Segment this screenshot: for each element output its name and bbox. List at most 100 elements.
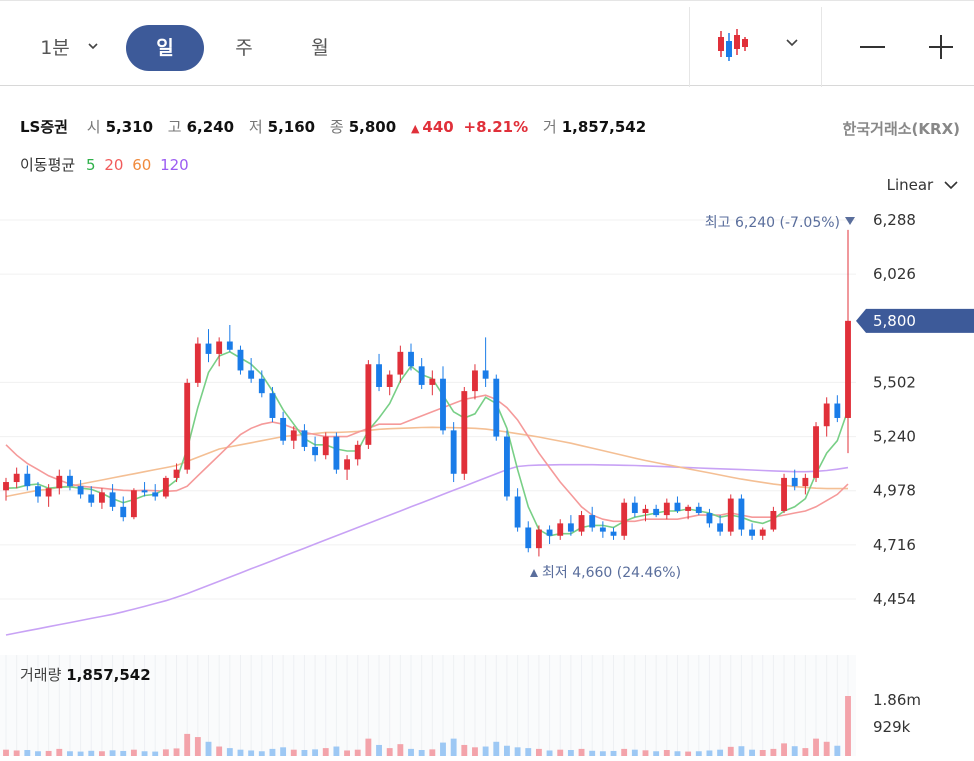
volume-bar xyxy=(216,746,223,756)
volume-bar xyxy=(35,751,41,756)
volume-bar xyxy=(258,751,265,756)
volume-bar xyxy=(45,750,52,756)
candle-body xyxy=(429,378,436,385)
ma120-line xyxy=(5,463,849,636)
volume-bar xyxy=(365,738,372,756)
price-chart[interactable]: 최고 6,240 (-7.05%) 최저 4,660 (24.46%) 6,288 6… xyxy=(0,200,974,761)
scale-mode-dropdown[interactable]: Linear xyxy=(887,176,958,194)
volume-bar xyxy=(749,749,756,756)
volume-bar xyxy=(386,748,393,756)
volume-bar xyxy=(162,749,169,756)
volume-label: 거 xyxy=(542,118,557,136)
candle-body xyxy=(408,351,414,367)
volume-bar xyxy=(173,748,180,756)
candle-body xyxy=(813,426,819,478)
close-label: 종 xyxy=(329,118,344,136)
volume-bar xyxy=(312,749,319,756)
candle-body xyxy=(237,349,244,371)
volume-bar xyxy=(813,738,819,756)
candle-body xyxy=(226,341,233,350)
volume-bar xyxy=(354,749,361,756)
volume-bar xyxy=(493,741,500,756)
candle-body xyxy=(120,506,127,518)
candle-body xyxy=(738,498,745,530)
volume-bar xyxy=(514,747,521,756)
volume-bar xyxy=(322,748,329,756)
candle-body xyxy=(717,523,724,532)
candle-body xyxy=(35,486,41,497)
toolbar-divider xyxy=(821,7,822,87)
plus-icon xyxy=(929,35,953,59)
price-tick-label: 4,454 xyxy=(873,590,916,608)
volume-bar xyxy=(599,751,606,756)
volume-bar xyxy=(109,750,116,756)
candle-body xyxy=(706,513,713,524)
candle-body xyxy=(845,320,851,418)
period-month-tab[interactable]: 월 xyxy=(311,37,329,59)
candle-body xyxy=(173,469,180,478)
candle-body xyxy=(365,364,372,445)
candle-body xyxy=(759,529,766,536)
zoom-in-button[interactable] xyxy=(921,27,961,67)
candle-body xyxy=(205,343,212,354)
volume-bar xyxy=(557,749,564,756)
candle-body xyxy=(685,506,692,511)
quote-summary: LS증권 시 5,310 고 6,240 저 5,160 종 5,800 ▲ 440 +8… xyxy=(20,116,656,138)
volume-bar xyxy=(418,750,425,756)
candle-body xyxy=(802,477,809,487)
candle-body xyxy=(88,494,95,503)
volume-bar xyxy=(24,750,31,756)
price-tick-label: 4,716 xyxy=(873,536,916,554)
candle-body xyxy=(440,378,446,431)
candle-body xyxy=(152,492,159,497)
volume-bar xyxy=(376,744,382,756)
candle-body xyxy=(461,391,468,474)
volume-bar xyxy=(589,750,596,756)
candle-body xyxy=(162,477,169,497)
volume-bar xyxy=(738,746,745,756)
up-triangle-icon: ▲ xyxy=(410,122,420,135)
candle-body xyxy=(631,502,638,514)
volume-bar xyxy=(67,751,73,756)
volume-bar xyxy=(706,750,713,756)
volume-bar xyxy=(631,749,638,756)
high-annotation: 최고 6,240 (-7.05%) xyxy=(705,215,840,231)
candle-body xyxy=(749,529,756,536)
volume-bar xyxy=(152,751,159,756)
candle-body xyxy=(781,477,787,511)
candle-body xyxy=(791,477,798,487)
chart-type-dropdown[interactable] xyxy=(706,27,816,67)
period-week-tab[interactable]: 주 xyxy=(235,37,253,59)
volume-bar xyxy=(845,696,851,756)
price-tick-label: 6,026 xyxy=(873,265,916,283)
period-day-tab[interactable]: 일 xyxy=(126,25,204,71)
candle-body xyxy=(77,486,84,495)
down-triangle-icon xyxy=(845,217,855,225)
candle-body xyxy=(216,341,223,354)
volume-bar xyxy=(674,751,681,756)
volume-bar xyxy=(535,748,542,756)
candle-body xyxy=(280,417,287,441)
volume-panel-value: 1,857,542 xyxy=(66,666,151,684)
candle-body xyxy=(312,446,319,456)
candle-body xyxy=(109,492,116,507)
period-1min-dropdown[interactable]: 1분 xyxy=(24,25,114,71)
candle-body xyxy=(258,378,265,394)
change-value: 440 xyxy=(422,118,454,136)
minus-icon xyxy=(860,46,885,48)
volume-bar xyxy=(88,750,95,756)
candle-body xyxy=(3,482,9,491)
current-price-marker xyxy=(856,308,974,333)
candle-body xyxy=(141,490,148,493)
volume-bar xyxy=(791,746,798,756)
volume-bar xyxy=(610,750,617,756)
candle-body xyxy=(45,488,52,497)
volume-tick-label: 1.86m xyxy=(873,691,921,709)
volume-bar xyxy=(120,750,127,756)
candle-body xyxy=(194,343,201,383)
chevron-down-icon xyxy=(88,43,98,50)
candlestick-icon xyxy=(718,29,798,61)
candle-body xyxy=(653,508,660,516)
zoom-out-button[interactable] xyxy=(852,27,892,67)
price-tick-label: 4,978 xyxy=(873,482,916,500)
